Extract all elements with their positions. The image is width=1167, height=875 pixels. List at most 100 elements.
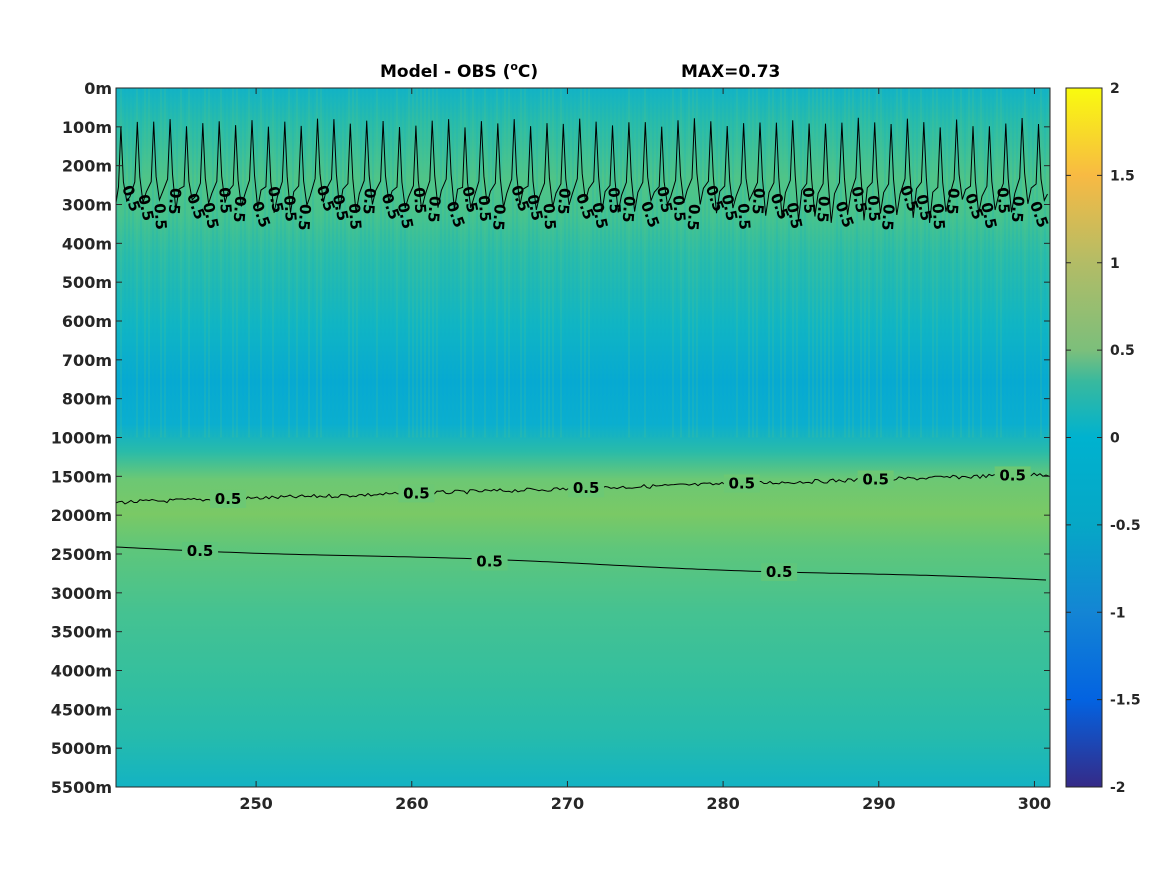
stripe xyxy=(764,88,766,438)
stripe xyxy=(384,88,386,438)
stripe xyxy=(220,88,222,438)
stripe xyxy=(460,88,462,438)
stripe xyxy=(348,88,350,438)
depth-tick-label: 1500m xyxy=(51,467,112,486)
stripe xyxy=(768,88,770,438)
upper-contour-label: 0.5 xyxy=(684,203,704,231)
stripe xyxy=(496,88,498,438)
stripe xyxy=(936,88,938,438)
stripe xyxy=(408,88,410,438)
stripe xyxy=(308,88,310,438)
stripe xyxy=(372,88,374,438)
stripe xyxy=(796,88,798,438)
stripe xyxy=(420,88,422,438)
stripe xyxy=(860,88,862,438)
contour-labels: 0.50.50.50.50.50.50.50.50.50.50.50.50.50… xyxy=(118,183,1052,582)
stripe xyxy=(300,88,302,438)
upper-contour-label: 0.5 xyxy=(459,185,482,215)
stripe xyxy=(616,88,618,438)
stripe xyxy=(544,88,546,438)
stripe xyxy=(756,88,758,438)
heatmap-field xyxy=(116,88,1050,787)
lower-contour-label-bg xyxy=(761,563,798,582)
stripe xyxy=(324,88,326,438)
stripe xyxy=(900,88,902,438)
stripe xyxy=(1036,88,1038,438)
stripe xyxy=(1020,88,1022,438)
stripe xyxy=(336,88,338,438)
x-tick-label: 300 xyxy=(1018,794,1051,813)
stripe xyxy=(576,88,578,438)
colorbar-tick-label: 2 xyxy=(1110,81,1120,97)
stripe xyxy=(1000,88,1002,438)
stripe xyxy=(984,88,986,438)
stripe xyxy=(592,88,594,438)
stripe xyxy=(136,88,138,438)
stripe xyxy=(328,88,330,438)
stripe xyxy=(264,88,266,438)
stripe xyxy=(484,88,486,438)
upper-contour-label: 0.5 xyxy=(359,187,379,215)
stripe xyxy=(448,88,450,438)
lower-contour-label: 0.5 xyxy=(766,563,793,581)
x-tick-label: 270 xyxy=(551,794,584,813)
stripe xyxy=(824,88,826,438)
stripe xyxy=(560,88,562,438)
upper-contour-label: 0.5 xyxy=(489,203,509,231)
stripe xyxy=(760,88,762,438)
middle-contour-label-bg xyxy=(857,470,894,489)
stripe xyxy=(700,88,702,438)
stripe xyxy=(464,88,466,438)
stripe xyxy=(836,88,838,438)
upper-contour-label: 0.5 xyxy=(669,195,689,223)
stripe xyxy=(644,88,646,438)
upper-contour-label: 0.5 xyxy=(199,201,222,231)
stripe xyxy=(828,88,830,438)
stripe xyxy=(360,88,362,438)
stripe xyxy=(368,88,370,438)
x-tick-label: 290 xyxy=(862,794,895,813)
colorbar-tick-label: -2 xyxy=(1110,780,1126,796)
chart-title-main: Model - OBS ( xyxy=(380,62,510,82)
stripe xyxy=(948,88,950,438)
stripe xyxy=(244,88,246,438)
stripe xyxy=(480,88,482,438)
stripe xyxy=(1044,88,1046,438)
stripe xyxy=(732,88,734,438)
stripe xyxy=(532,88,534,438)
stripe xyxy=(344,88,346,438)
stripe xyxy=(388,88,390,438)
depth-tick-label: 5500m xyxy=(51,778,112,797)
stripe xyxy=(128,88,130,438)
stripe xyxy=(744,88,746,438)
stripe xyxy=(588,88,590,438)
upper-contour-label: 0.5 xyxy=(619,195,639,223)
upper-contour-line xyxy=(115,117,1048,223)
stripe xyxy=(428,88,430,438)
stripe xyxy=(784,88,786,438)
stripe xyxy=(232,88,234,438)
stripe xyxy=(820,88,822,438)
upper-contour-label: 0.5 xyxy=(943,187,963,215)
upper-contour-label: 0.5 xyxy=(280,195,300,223)
stripe xyxy=(568,88,570,438)
stripe xyxy=(120,88,122,438)
middle-contour-label: 0.5 xyxy=(403,484,430,502)
stripe xyxy=(224,88,226,438)
stripe xyxy=(492,88,494,438)
stripe xyxy=(520,88,522,438)
depth-tick-label: 100m xyxy=(62,118,112,137)
stripe xyxy=(1032,88,1034,438)
stripe xyxy=(904,88,906,438)
stripe xyxy=(840,88,842,438)
colorbar-ticks: 2 1.5 1 0.5 0 -0.5 -1 -1.5 -2 xyxy=(1066,81,1141,796)
stripe xyxy=(176,88,178,438)
stripe xyxy=(848,88,850,438)
stripe xyxy=(524,88,526,438)
stripe xyxy=(932,88,934,438)
stripe xyxy=(228,88,230,438)
stripe xyxy=(304,88,306,438)
stripe xyxy=(540,88,542,438)
stripe xyxy=(716,88,718,438)
